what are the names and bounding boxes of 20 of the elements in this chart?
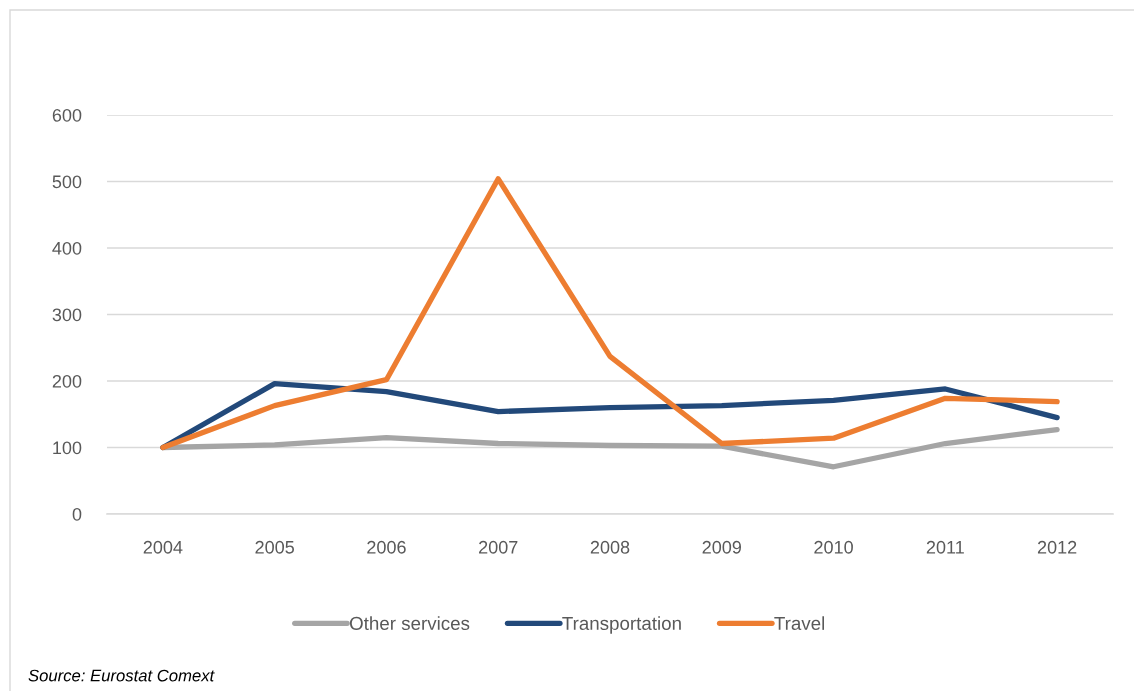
y-tick-label: 400 <box>52 241 82 255</box>
y-tick-label: 0 <box>72 507 82 521</box>
legend-label: Transportation <box>562 616 681 634</box>
y-tick-label: 300 <box>52 308 82 322</box>
x-tick-label: 2007 <box>479 540 518 554</box>
x-tick-label: 2011 <box>926 540 964 554</box>
x-tick-label: 2012 <box>1037 540 1077 554</box>
x-tick-label: 2009 <box>702 540 742 554</box>
x-tick-label: 2008 <box>590 540 630 554</box>
legend-label: Other services <box>349 616 470 631</box>
y-tick-label: 100 <box>53 441 82 455</box>
y-tick-label: 500 <box>52 175 82 189</box>
y-tick-label: 200 <box>52 374 82 388</box>
y-tick-label: 600 <box>52 108 82 122</box>
x-tick-label: 2006 <box>367 540 406 554</box>
x-tick-label: 2004 <box>143 540 183 554</box>
x-tick-label: 2010 <box>814 540 853 554</box>
legend-label: Travel <box>774 616 825 631</box>
source-note: Source: Eurostat Comext <box>28 669 215 682</box>
x-tick-label: 2005 <box>255 540 294 554</box>
